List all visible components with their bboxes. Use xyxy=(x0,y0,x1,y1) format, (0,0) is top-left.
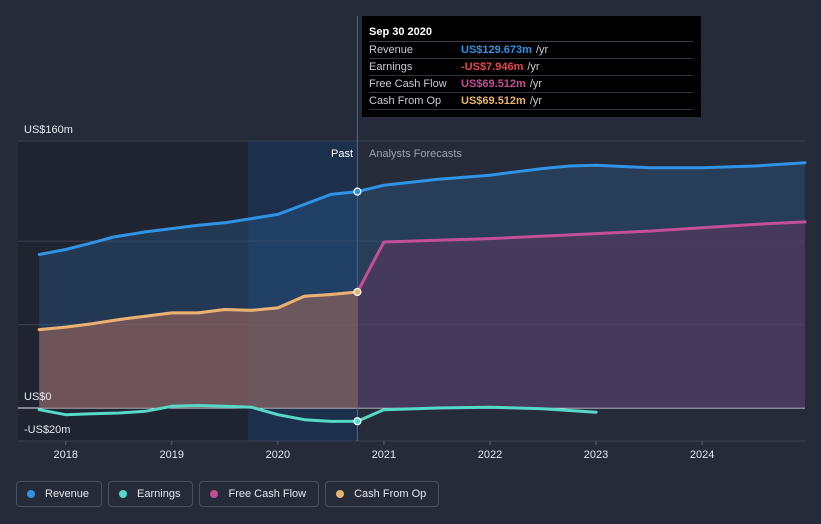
tooltip-row-value: US$69.512m xyxy=(461,78,526,90)
tooltip-row-unit: /yr xyxy=(535,44,549,56)
cash-from-op-line xyxy=(37,290,359,332)
legend-item-earnings[interactable]: Earnings xyxy=(108,481,194,507)
x-tick-label: 2019 xyxy=(160,449,184,461)
tooltip-row-unit: /yr xyxy=(529,95,543,107)
x-tick-label: 2020 xyxy=(266,449,290,461)
legend-label: Earnings xyxy=(137,488,181,500)
tooltip-date: Sep 30 2020 xyxy=(369,24,693,42)
tooltip-row-unit: /yr xyxy=(529,78,543,90)
cash-from-op-marker xyxy=(353,287,362,297)
forecast-label: Analysts Forecasts xyxy=(369,148,462,160)
revenue-area xyxy=(39,162,805,408)
legend-item-free-cash-flow[interactable]: Free Cash Flow xyxy=(199,481,320,507)
revenue-line xyxy=(37,161,807,256)
x-tick-label: 2024 xyxy=(690,449,714,461)
x-tick-label: 2023 xyxy=(584,449,608,461)
tooltip-row-label: Revenue xyxy=(369,44,414,56)
revenue-marker xyxy=(353,187,362,196)
tooltip-row-earnings: Earnings -US$7.946m/yr xyxy=(369,59,693,76)
legend-item-revenue[interactable]: Revenue xyxy=(16,481,103,507)
tooltip-row-value: US$129.673m xyxy=(461,44,532,56)
earnings-marker xyxy=(353,417,362,426)
x-tick-label: 2022 xyxy=(478,449,502,461)
tooltip-row-label: Earnings xyxy=(369,61,413,73)
tooltip-row-revenue: Revenue US$129.673m/yr xyxy=(369,42,693,59)
tooltip-row-unit: /yr xyxy=(527,61,540,73)
y-axis-bottom-label: -US$20m xyxy=(24,424,70,436)
legend-item-cash-from-op[interactable]: Cash From Op xyxy=(325,481,440,507)
past-label: Past xyxy=(331,148,353,160)
tooltip-row-value: US$69.512m xyxy=(461,95,526,107)
legend-dot-icon xyxy=(119,490,128,498)
tooltip-row-value: -US$7.946m xyxy=(461,61,524,73)
y-axis-top-label: US$160m xyxy=(24,124,73,136)
chart-legend: Revenue Earnings Free Cash Flow Cash From O… xyxy=(16,481,440,507)
x-tick-label: 2018 xyxy=(53,449,77,461)
highlight-region xyxy=(248,141,358,441)
legend-label: Cash From Op xyxy=(354,488,427,500)
legend-dot-icon xyxy=(27,490,35,498)
free-cash-flow-area xyxy=(39,221,805,408)
x-tick-label: 2021 xyxy=(372,449,396,461)
legend-dot-icon xyxy=(210,490,219,498)
legend-dot-icon xyxy=(336,490,345,498)
tooltip-row-label: Cash From Op xyxy=(369,95,442,107)
tooltip-row-free-cash-flow: Free Cash Flow US$69.512m/yr xyxy=(369,76,693,93)
legend-label: Revenue xyxy=(45,488,90,500)
earnings-line xyxy=(37,404,598,423)
tooltip-row-cash-from-op: Cash From Op US$69.512m/yr xyxy=(369,93,693,110)
hover-tooltip: Sep 30 2020 Revenue US$129.673m/yr Earning… xyxy=(362,16,701,117)
y-axis-zero-label: US$0 xyxy=(24,391,52,403)
legend-label: Free Cash Flow xyxy=(228,488,307,500)
tooltip-row-label: Free Cash Flow xyxy=(369,78,447,90)
